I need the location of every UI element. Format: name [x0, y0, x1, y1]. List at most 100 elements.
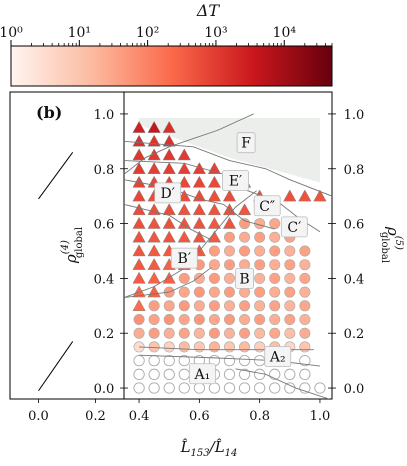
data-point-circle: [254, 327, 266, 339]
data-point-circle: [178, 327, 190, 339]
data-point-circle: [148, 354, 160, 367]
data-point-triangle: [192, 216, 206, 229]
y-axis-label-left: ρ(4) global: [60, 227, 85, 264]
data-point-circle: [269, 300, 281, 312]
data-point-triangle: [207, 216, 222, 229]
data-point-triangle: [147, 244, 161, 257]
data-point-circle: [193, 286, 205, 298]
data-point-triangle: [207, 203, 222, 216]
data-point-circle: [299, 341, 311, 353]
svg-text:L̂153/L̂14: L̂153/L̂14: [180, 438, 238, 459]
region-label: D′: [154, 182, 182, 204]
data-point-circle: [208, 272, 220, 284]
x-tick-label: 0.4: [129, 409, 150, 424]
data-point-triangle: [192, 175, 206, 188]
data-point-circle: [178, 314, 190, 326]
data-point-triangle: [147, 134, 161, 147]
data-point-circle: [193, 327, 205, 339]
data-point-triangle: [147, 162, 161, 174]
data-point-circle: [239, 300, 251, 312]
data-point-triangle: [132, 120, 146, 133]
y-tick-label-right: 0.6: [344, 218, 365, 233]
data-point-circle: [269, 218, 281, 230]
y-tick-label-left: 0.6: [94, 218, 115, 233]
phase-boundary-line: [124, 140, 332, 197]
data-point-circle: [193, 382, 206, 394]
data-point-circle: [178, 354, 190, 367]
data-point-circle: [163, 368, 175, 380]
svg-text:F: F: [241, 136, 251, 152]
region-label: B′: [170, 247, 198, 269]
data-point-triangle: [132, 285, 146, 298]
y-tick-label-left: 0.2: [94, 327, 115, 342]
data-point-circle: [284, 368, 296, 380]
data-point-circle: [254, 286, 266, 298]
data-point-circle: [254, 300, 266, 312]
colorbar-tick-label: 10³: [204, 25, 227, 41]
data-point-circle: [163, 327, 175, 339]
data-point-triangle: [177, 148, 191, 161]
y-tick-label-left: 0.0: [94, 382, 115, 397]
data-point-triangle: [162, 230, 176, 243]
data-point-circle: [163, 341, 175, 353]
data-point-circle: [178, 300, 190, 312]
y-tick-label-right: 0.8: [344, 163, 365, 178]
colorbar-gradient: [10, 45, 333, 87]
data-point-circle: [269, 245, 281, 257]
data-point-circle: [254, 354, 266, 367]
data-point-circle: [223, 368, 236, 380]
data-point-circle: [208, 341, 220, 353]
data-point-circle: [254, 314, 266, 326]
x-tick-label: 0.8: [249, 409, 270, 424]
data-point-circle: [284, 259, 296, 271]
data-point-circle: [239, 245, 251, 257]
y-tick-label-right: 0.2: [344, 327, 365, 342]
y-tick-label-right: 1.0: [344, 108, 365, 123]
data-point-circle: [193, 341, 205, 353]
data-point-circle: [299, 245, 311, 257]
region-label: C″: [253, 195, 281, 217]
panel-label: (b): [36, 103, 62, 122]
region-label: E′: [222, 170, 249, 191]
data-point-circle: [193, 300, 205, 312]
data-point-triangle: [147, 257, 161, 270]
region-label: F: [236, 132, 256, 154]
data-point-triangle: [132, 244, 146, 257]
data-point-triangle: [192, 203, 206, 216]
data-point-triangle: [132, 299, 146, 312]
colorbar-label: ΔT: [196, 1, 221, 20]
data-point-circle: [239, 327, 251, 339]
data-point-circle: [224, 314, 236, 326]
data-point-circle: [224, 259, 236, 271]
data-point-circle: [224, 341, 236, 353]
data-point-circle: [208, 314, 220, 326]
data-point-triangle: [177, 230, 191, 243]
data-point-circle: [223, 382, 236, 394]
data-point-circle: [163, 314, 175, 326]
data-point-circle: [208, 300, 220, 312]
data-point-circle: [314, 382, 326, 394]
data-point-circle: [284, 314, 296, 326]
data-point-circle: [238, 382, 251, 394]
y-tick-label-right: 0.4: [344, 272, 365, 287]
data-point-circle: [269, 231, 281, 243]
data-point-triangle: [222, 189, 237, 202]
data-point-triangle: [147, 148, 161, 161]
data-point-triangle: [298, 189, 312, 202]
colorbar-tick-label: 10¹: [68, 25, 91, 41]
x-axis-label: L̂153/L̂14: [180, 438, 238, 459]
data-point-triangle: [132, 271, 146, 284]
data-point-circle: [193, 272, 205, 284]
data-point-triangle: [162, 203, 176, 216]
data-point-circle: [148, 314, 160, 326]
phase-boundary-line: [235, 368, 330, 399]
data-point-circle: [224, 300, 236, 312]
data-point-circle: [224, 245, 236, 257]
data-point-circle: [163, 382, 175, 394]
data-point-circle: [299, 272, 311, 284]
x-tick-label: 0.6: [189, 409, 210, 424]
svg-text:ρ(4)global: ρ(4) global: [60, 227, 85, 264]
left-strip-x-tick-label: 0.0: [28, 409, 49, 424]
svg-text:B: B: [239, 271, 249, 287]
